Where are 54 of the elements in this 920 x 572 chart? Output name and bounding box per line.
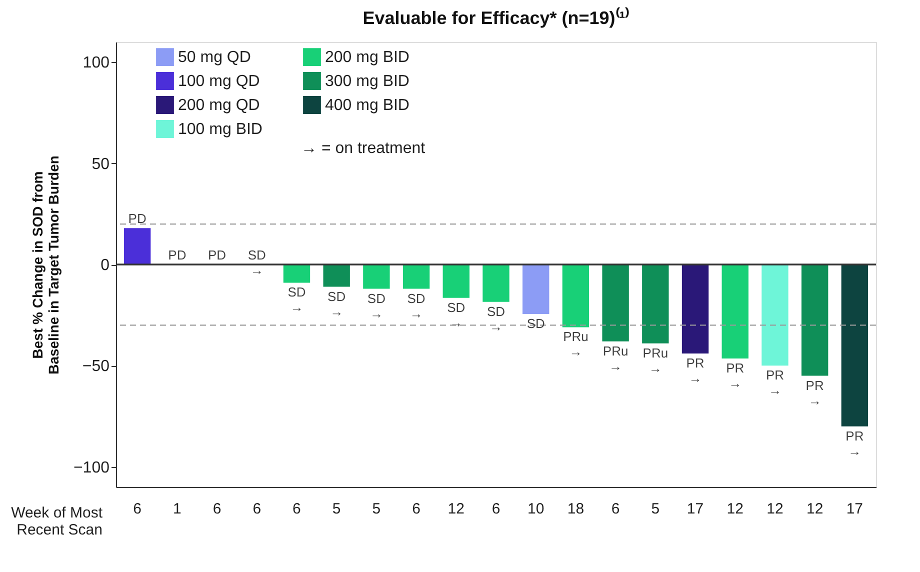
text: PRu → [602, 343, 628, 374]
y-tick-label: −50 [82, 358, 110, 376]
text: SD → [486, 304, 506, 334]
text: PR → [766, 368, 784, 398]
x-tick-label: 5 [372, 500, 381, 518]
legend-label: 50 mg QD [178, 49, 251, 66]
x-tick-label: 17 [686, 500, 704, 518]
x-tick-label: 12 [766, 500, 784, 518]
x-tick-label: 6 [492, 500, 500, 518]
x-tick-label: 12 [726, 500, 744, 518]
text: PD [128, 211, 146, 226]
legend-label: 200 mg QD [178, 97, 260, 114]
text: SD → [447, 300, 466, 330]
x-tick-label: 12 [448, 500, 464, 518]
x-tick-label: 5 [332, 500, 341, 518]
text: PR → [806, 378, 824, 408]
x-tick-label: 6 [133, 500, 142, 518]
text: SD → [328, 288, 346, 319]
x-tick-label: 1 [173, 500, 182, 518]
y-tick-label: −100 [73, 459, 110, 476]
x-tick-label: 6 [212, 500, 222, 518]
text: SD → [288, 284, 306, 315]
legend-label: 100 mg QD [178, 73, 260, 90]
x-tick-label: 12 [806, 500, 824, 518]
text: SD → [367, 290, 386, 321]
x-tick-label: 6 [292, 500, 301, 518]
x-tick-label: 6 [412, 500, 420, 518]
x-axis-title: Week of Most Recent Scan [11, 504, 104, 538]
x-tick-label: 18 [567, 500, 584, 518]
text: SD [526, 316, 545, 332]
text: PRu → [642, 345, 668, 376]
x-tick-label: 6 [252, 500, 262, 518]
y-tick-label: 0 [100, 257, 110, 274]
x-tick-label: 17 [846, 500, 864, 518]
text: PR → [726, 360, 744, 391]
y-axis-title: Best % Change in SOD from Baseline in Target Tumor Burden [29, 156, 62, 374]
text: SD → [248, 248, 266, 278]
text: PD [208, 248, 226, 262]
text: PD [168, 248, 186, 262]
legend-label: 100 mg BID [178, 121, 262, 138]
x-tick-label: 6 [611, 500, 620, 518]
text: SD → [407, 290, 426, 321]
legend-label: 300 mg BID [325, 73, 410, 90]
legend-label: 400 mg BID [325, 97, 410, 114]
x-tick-label: 5 [651, 500, 660, 518]
y-tick-label: 100 [82, 54, 110, 72]
text: PRu → [563, 329, 588, 360]
text: PR → [686, 356, 704, 386]
legend-label: 200 mg BID [325, 49, 410, 66]
text: PR → [846, 428, 864, 458]
y-tick-label: 50 [92, 156, 110, 173]
x-tick-label: 10 [528, 500, 544, 518]
chart-title: Evaluable for Efficacy* (n=19)⁽¹⁾ [362, 7, 630, 28]
annotation: → = on treatment [301, 140, 426, 157]
